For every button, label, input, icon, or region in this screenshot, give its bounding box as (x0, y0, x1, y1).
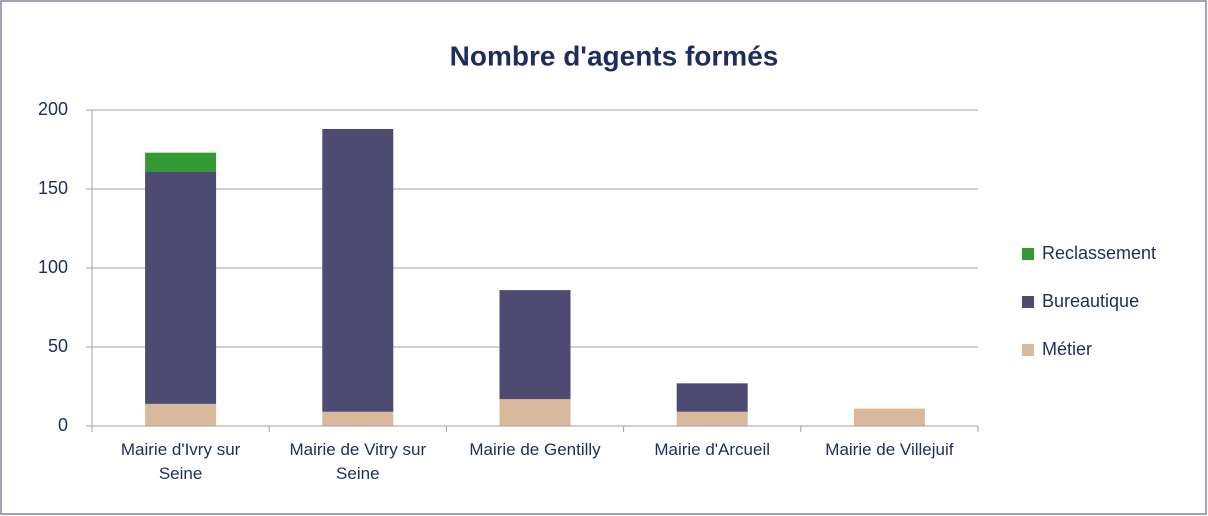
bar-segment (145, 171, 217, 404)
legend-swatch (1022, 344, 1034, 356)
y-tick-label: 200 (38, 99, 68, 119)
x-tick-label: Mairie de Villejuif (825, 440, 954, 459)
y-tick-label: 0 (58, 415, 68, 435)
legend-label: Métier (1042, 339, 1092, 359)
bar-segment (322, 411, 394, 426)
x-tick-label: Mairie de Vitry sur Seine (289, 440, 427, 483)
bar-segment (853, 408, 925, 426)
y-tick-label: 50 (48, 336, 68, 356)
legend-label: Bureautique (1042, 291, 1139, 311)
bar-segment (145, 403, 217, 426)
bar-segment (499, 290, 571, 400)
bar-segment (676, 383, 748, 412)
x-tick-label: Mairie d'Arcueil (654, 440, 771, 459)
bar-segment (676, 411, 748, 426)
legend-swatch (1022, 248, 1034, 260)
bar-segment (322, 128, 394, 412)
y-tick-label: 150 (38, 178, 68, 198)
x-tick-label: Mairie d'Ivry sur Seine (120, 440, 241, 483)
x-tick-label: Mairie de Gentilly (469, 440, 601, 459)
legend-swatch (1022, 296, 1034, 308)
y-tick-label: 100 (38, 257, 68, 277)
legend-label: Reclassement (1042, 243, 1156, 263)
chart-title: Nombre d'agents formés (450, 40, 779, 71)
bar-segment (145, 152, 217, 172)
bar-segment (499, 399, 571, 426)
